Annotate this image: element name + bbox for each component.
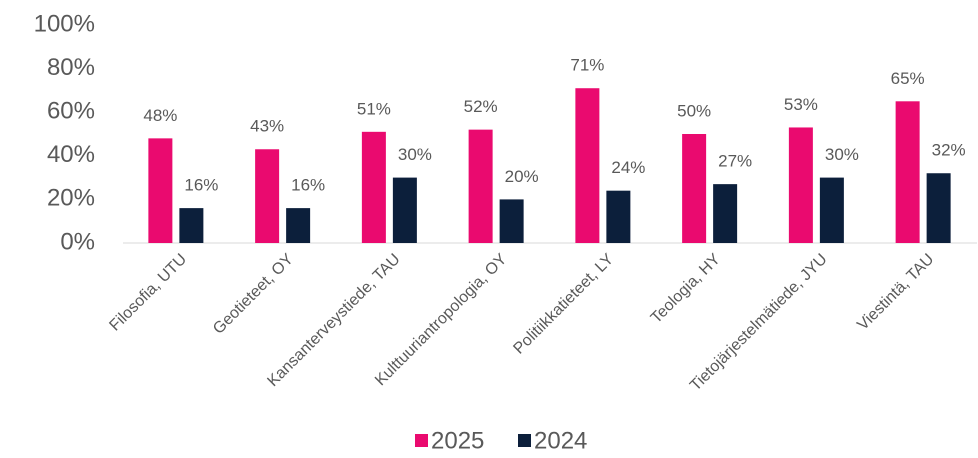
bar xyxy=(819,177,844,243)
value-label: 43% xyxy=(250,117,284,136)
value-label: 20% xyxy=(505,167,539,186)
value-label: 51% xyxy=(357,99,391,118)
value-label: 27% xyxy=(718,152,752,171)
value-label: 53% xyxy=(784,95,818,114)
legend-swatch xyxy=(518,434,531,447)
x-tick-label: Filosofia, UTU xyxy=(106,251,190,335)
bar xyxy=(179,208,204,243)
bar xyxy=(606,190,631,243)
value-label: 16% xyxy=(291,176,325,195)
y-tick-label: 60% xyxy=(47,98,95,125)
bar xyxy=(895,101,920,243)
value-label: 50% xyxy=(677,101,711,120)
bar xyxy=(682,134,707,243)
bar xyxy=(788,127,813,243)
bar xyxy=(575,88,600,243)
value-label: 30% xyxy=(825,145,859,164)
value-label: 16% xyxy=(184,176,218,195)
value-label: 24% xyxy=(611,158,645,177)
value-label: 30% xyxy=(398,145,432,164)
y-tick-label: 100% xyxy=(34,10,95,37)
y-tick-label: 0% xyxy=(60,228,95,255)
value-label: 32% xyxy=(932,141,966,160)
legend-label: 2025 xyxy=(431,427,484,454)
bar xyxy=(392,177,417,243)
y-tick-label: 80% xyxy=(47,54,95,81)
value-label: 48% xyxy=(143,106,177,125)
x-tick-label: Politiikkatieteet, LY xyxy=(510,251,617,358)
bar xyxy=(468,129,493,243)
y-tick-label: 40% xyxy=(47,141,95,168)
bar xyxy=(926,173,951,243)
bar xyxy=(713,184,738,243)
value-label: 52% xyxy=(464,97,498,116)
value-label: 65% xyxy=(891,69,925,88)
x-tick-label: Geotieteet, OY xyxy=(210,251,297,338)
value-label: 71% xyxy=(570,56,604,75)
legend-label: 2024 xyxy=(534,427,587,454)
bar xyxy=(286,208,311,243)
bar xyxy=(255,149,280,243)
bar xyxy=(361,131,386,243)
y-tick-label: 20% xyxy=(47,185,95,212)
bar xyxy=(148,138,173,243)
bar xyxy=(499,199,524,243)
x-tick-label: Viestintä, TAU xyxy=(854,251,937,334)
x-tick-label: Teologia, HY xyxy=(648,251,724,327)
legend-swatch xyxy=(415,434,428,447)
